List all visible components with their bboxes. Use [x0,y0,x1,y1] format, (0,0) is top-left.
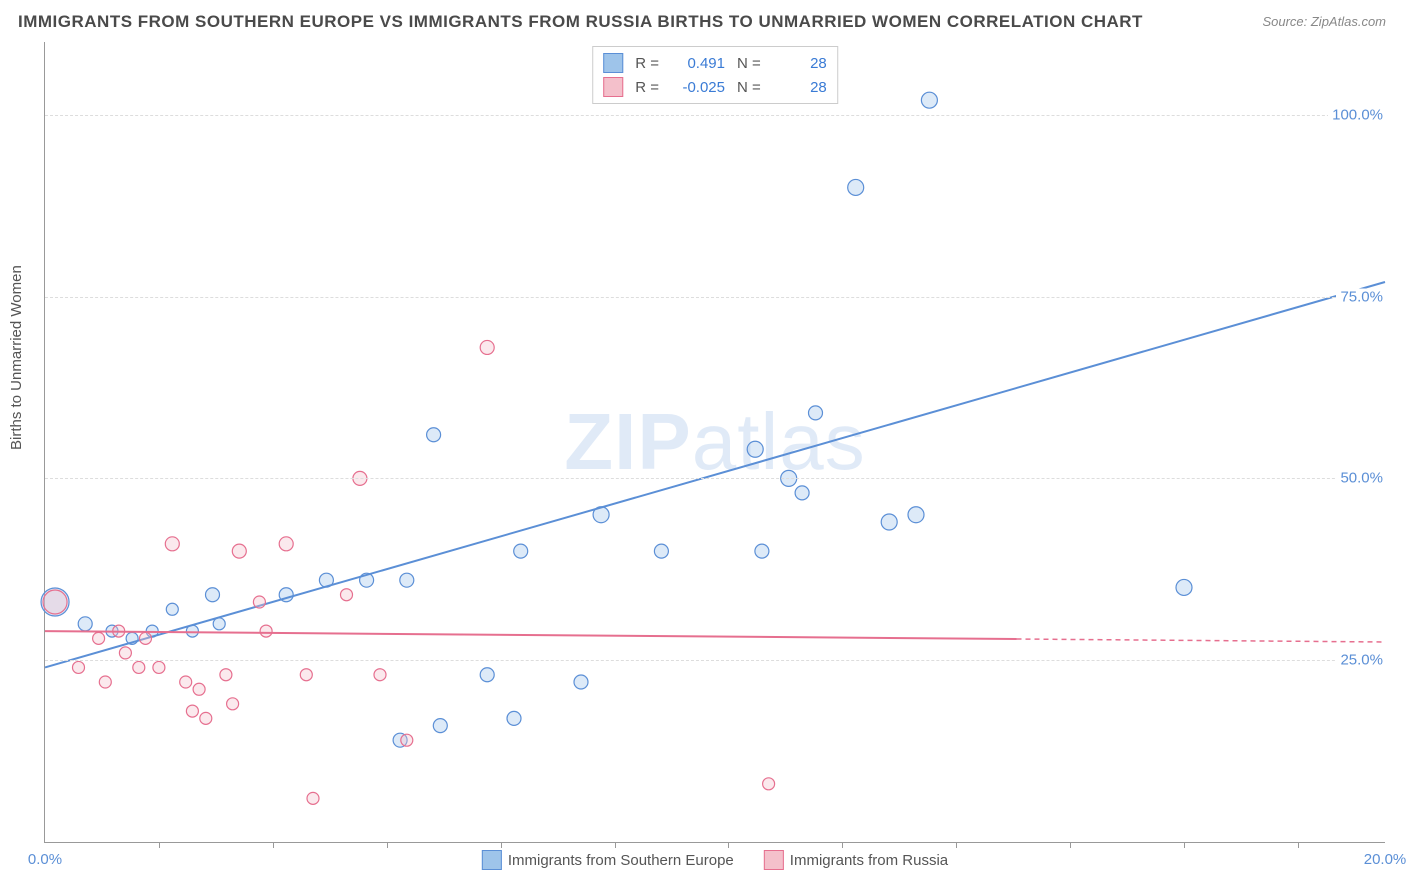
data-point [119,647,131,659]
data-point [180,676,192,688]
y-tick-label: 75.0% [1336,288,1387,305]
data-point [300,669,312,681]
data-point [763,778,775,790]
x-tick-mark [842,842,843,848]
data-point [747,441,763,457]
data-point [193,683,205,695]
data-point [220,669,232,681]
data-point [99,676,111,688]
x-tick-mark [273,842,274,848]
x-tick-mark [1184,842,1185,848]
data-point [480,668,494,682]
gridline-h [45,660,1385,661]
data-point [480,340,494,354]
data-point [1176,579,1192,595]
data-point [795,486,809,500]
data-point [213,618,225,630]
legend-label-series1: Immigrants from Southern Europe [508,852,734,869]
n-label: N = [737,55,761,72]
data-point [153,661,165,673]
source-label: Source: ZipAtlas.com [1262,14,1386,29]
data-point [921,92,937,108]
y-tick-label: 25.0% [1336,652,1387,669]
data-point [73,661,85,673]
data-point [140,632,152,644]
data-point [755,544,769,558]
data-point [253,596,265,608]
data-point [514,544,528,558]
data-point [260,625,272,637]
swatch-series2 [603,77,623,97]
chart-title: IMMIGRANTS FROM SOUTHERN EUROPE VS IMMIG… [18,12,1143,32]
data-point [809,406,823,420]
x-tick-mark [159,842,160,848]
trend-line-extrapolated [1017,639,1386,642]
data-point [374,669,386,681]
data-point [165,537,179,551]
data-point [227,698,239,710]
n-value-series1: 28 [769,55,827,72]
r-label: R = [635,79,659,96]
x-tick-mark [615,842,616,848]
x-tick-mark [501,842,502,848]
correlation-legend: R = 0.491 N = 28 R = -0.025 N = 28 [592,46,838,104]
legend-row-series1: R = 0.491 N = 28 [603,51,827,75]
data-point [307,792,319,804]
data-point [43,590,67,614]
x-tick-mark [1298,842,1299,848]
data-point [232,544,246,558]
data-point [848,179,864,195]
data-point [166,603,178,615]
swatch-series1 [603,53,623,73]
data-point [507,711,521,725]
y-axis-label: Births to Unmarried Women [8,265,25,450]
data-point [133,661,145,673]
n-label: N = [737,79,761,96]
x-tick-mark [956,842,957,848]
r-label: R = [635,55,659,72]
data-point [341,589,353,601]
x-tick-mark [1070,842,1071,848]
data-point [427,428,441,442]
trend-line [45,282,1385,667]
data-point [93,632,105,644]
x-tick-mark [728,842,729,848]
x-tick-label: 20.0% [1364,851,1406,868]
y-tick-label: 50.0% [1336,470,1387,487]
r-value-series2: -0.025 [667,79,725,96]
r-value-series1: 0.491 [667,55,725,72]
data-point [908,507,924,523]
gridline-h [45,478,1385,479]
x-tick-mark [387,842,388,848]
data-point [206,588,220,602]
data-point [401,734,413,746]
data-point [433,719,447,733]
data-point [186,705,198,717]
legend-item-series2: Immigrants from Russia [764,850,948,870]
x-tick-label: 0.0% [28,851,62,868]
legend-row-series2: R = -0.025 N = 28 [603,75,827,99]
data-point [574,675,588,689]
gridline-h [45,115,1385,116]
data-point [200,712,212,724]
data-point [400,573,414,587]
y-tick-label: 100.0% [1328,106,1387,123]
series-legend: Immigrants from Southern Europe Immigran… [482,850,948,870]
data-point [78,617,92,631]
legend-label-series2: Immigrants from Russia [790,852,948,869]
swatch-series2-b [764,850,784,870]
swatch-series1-b [482,850,502,870]
data-point [881,514,897,530]
n-value-series2: 28 [769,79,827,96]
data-point [279,537,293,551]
plot-area: ZIPatlas R = 0.491 N = 28 R = -0.025 N =… [44,42,1385,843]
legend-item-series1: Immigrants from Southern Europe [482,850,734,870]
gridline-h [45,297,1385,298]
scatter-svg [45,42,1385,842]
data-point [654,544,668,558]
